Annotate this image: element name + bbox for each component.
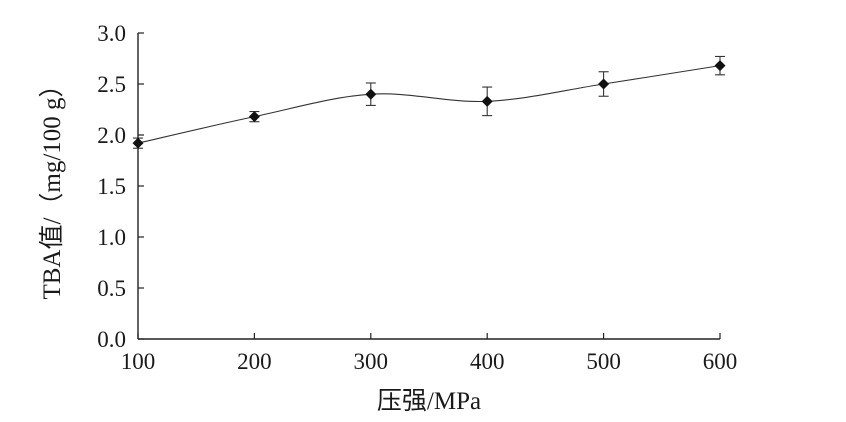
y-tick-label: 2.5 <box>97 72 126 97</box>
y-axis-title: TBA值/（mg/100 g） <box>38 72 66 299</box>
x-tick-label: 600 <box>703 349 738 374</box>
y-tick-label: 3.0 <box>97 21 126 46</box>
data-point <box>714 60 726 72</box>
y-ticks: 0.0 0.5 1.0 1.5 2.0 2.5 3.0 <box>97 21 144 352</box>
x-tick-label: 200 <box>237 349 272 374</box>
y-tick-label: 0.5 <box>97 276 126 301</box>
x-axis-title: 压强/MPa <box>377 388 481 415</box>
y-tick-label: 0.0 <box>97 327 126 352</box>
data-point <box>248 111 260 123</box>
data-point <box>365 88 377 100</box>
data-point <box>481 95 493 107</box>
y-tick-label: 1.5 <box>97 174 126 199</box>
data-point <box>598 78 610 90</box>
x-tick-label: 500 <box>586 349 621 374</box>
x-tick-label: 100 <box>121 349 156 374</box>
x-tick-label: 400 <box>470 349 505 374</box>
series-line <box>137 65 721 144</box>
y-tick-label: 2.0 <box>97 123 126 148</box>
x-ticks: 100 200 300 400 500 600 <box>121 333 738 374</box>
axes <box>137 33 720 340</box>
data-point <box>132 137 144 149</box>
y-tick-label: 1.0 <box>97 225 126 250</box>
series-group <box>132 55 726 149</box>
x-tick-label: 300 <box>354 349 389 374</box>
